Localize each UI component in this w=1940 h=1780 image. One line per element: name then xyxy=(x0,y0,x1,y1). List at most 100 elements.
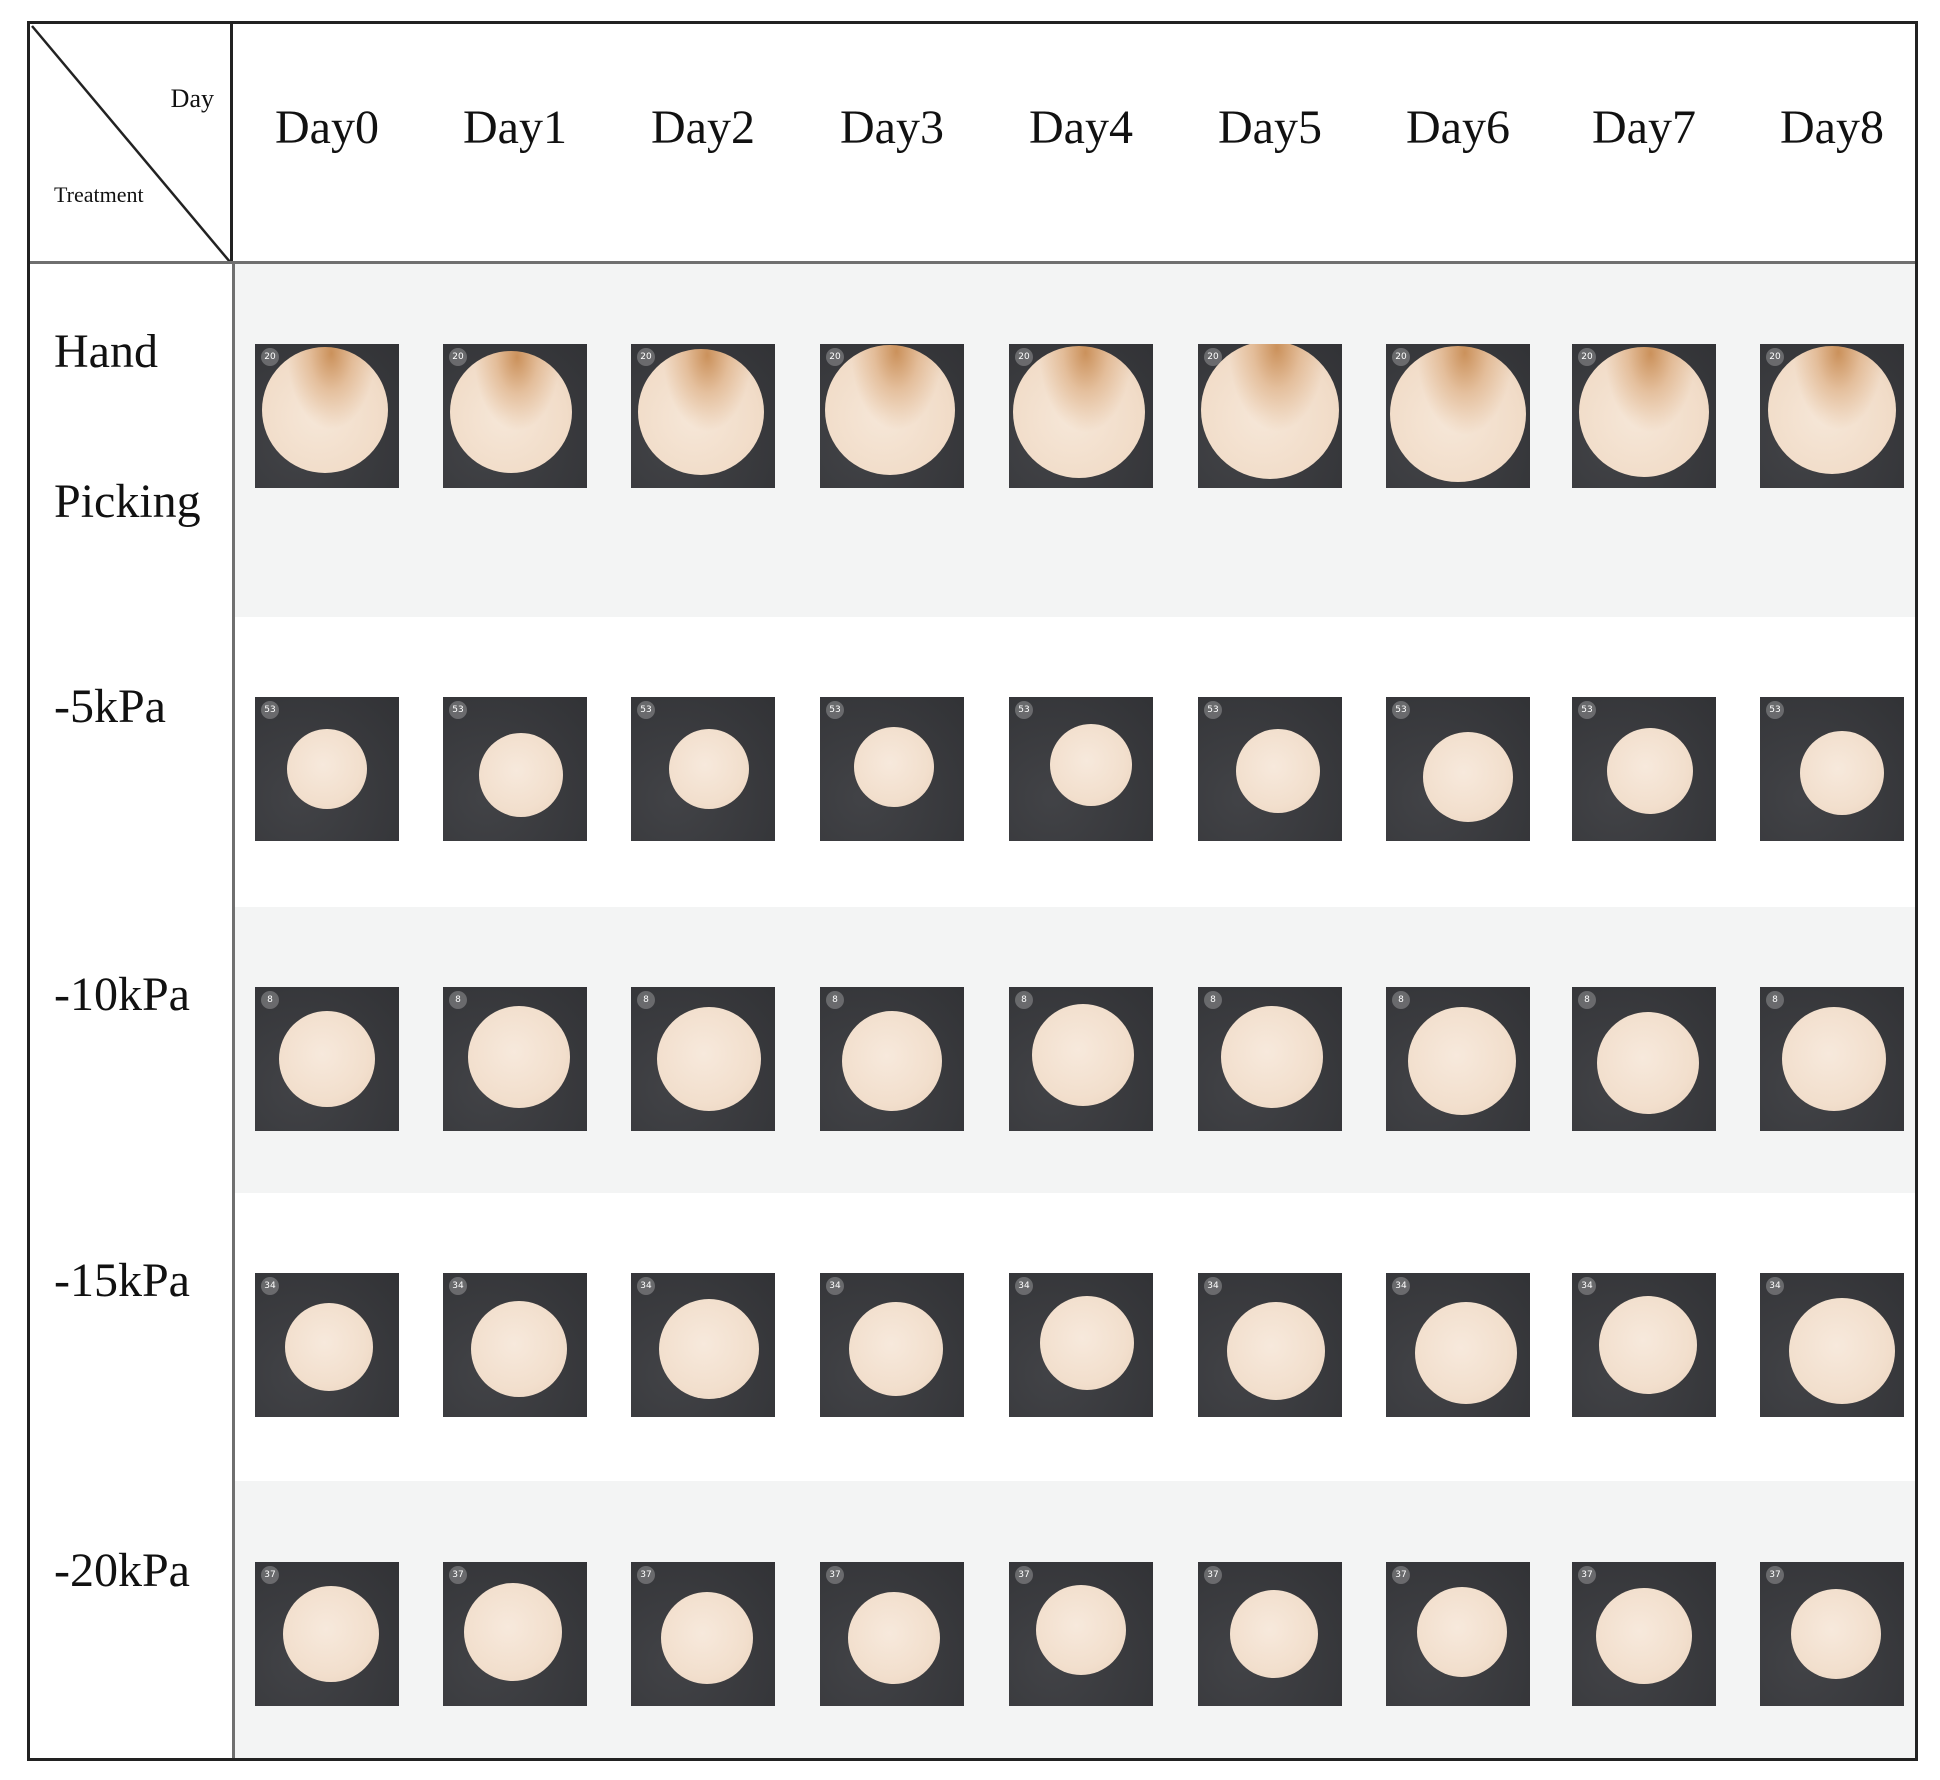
sample-photo: 34 xyxy=(1198,1273,1342,1417)
sample-number-tag: 34 xyxy=(261,1277,279,1295)
sample-number-tag: 37 xyxy=(1204,1566,1222,1584)
header-row: Day Treatment Day0 Day1 Day2 Day3 Day4 Day5 Da… xyxy=(30,24,1915,264)
sample-photo: 20 xyxy=(1386,344,1530,488)
treatment-row: -15kPa 34 34 34 34 34 34 34 34 34 xyxy=(30,1193,1915,1481)
sample-disc xyxy=(283,1586,379,1682)
sample-number-tag: 34 xyxy=(1766,1277,1784,1295)
day-label-5: Day5 xyxy=(1195,24,1345,264)
sample-number-tag: 20 xyxy=(1392,348,1410,366)
day-label-0: Day0 xyxy=(252,24,402,264)
sample-photo: 8 xyxy=(1198,987,1342,1131)
sample-number-tag: 53 xyxy=(1578,701,1596,719)
day-label-6: Day6 xyxy=(1383,24,1533,264)
sample-photo: 37 xyxy=(820,1562,964,1706)
sample-photo: 34 xyxy=(1386,1273,1530,1417)
sample-photo: 20 xyxy=(1198,344,1342,488)
sample-disc xyxy=(1800,731,1884,815)
sample-number-tag: 37 xyxy=(1578,1566,1596,1584)
sample-number-tag: 34 xyxy=(1015,1277,1033,1295)
sample-photo: 8 xyxy=(820,987,964,1131)
sample-number-tag: 8 xyxy=(261,991,279,1009)
sample-disc xyxy=(1579,347,1709,477)
sample-photo: 20 xyxy=(443,344,587,488)
sample-disc xyxy=(279,1011,375,1107)
sample-disc xyxy=(1607,728,1693,814)
corner-diagonal xyxy=(30,24,230,264)
treatment-row: -5kPa 53 53 53 53 53 53 53 53 53 xyxy=(30,617,1915,907)
sample-photo: 53 xyxy=(1009,697,1153,841)
sample-photo: 20 xyxy=(1009,344,1153,488)
sample-disc xyxy=(471,1301,567,1397)
sample-disc xyxy=(1040,1296,1134,1390)
sample-photo: 8 xyxy=(1009,987,1153,1131)
sample-number-tag: 20 xyxy=(261,348,279,366)
sample-number-tag: 8 xyxy=(637,991,655,1009)
sample-number-tag: 53 xyxy=(826,701,844,719)
sample-number-tag: 34 xyxy=(449,1277,467,1295)
sample-photo: 53 xyxy=(443,697,587,841)
sample-disc xyxy=(1782,1007,1886,1111)
sample-disc xyxy=(1013,346,1145,478)
sample-photo: 8 xyxy=(1572,987,1716,1131)
sample-number-tag: 53 xyxy=(1015,701,1033,719)
sample-photo: 20 xyxy=(1760,344,1904,488)
sample-number-tag: 8 xyxy=(1015,991,1033,1009)
sample-number-tag: 34 xyxy=(1578,1277,1596,1295)
sample-disc xyxy=(479,733,563,817)
sample-disc xyxy=(464,1583,562,1681)
day-label-8: Day8 xyxy=(1757,24,1907,264)
sample-photo: 34 xyxy=(1760,1273,1904,1417)
sample-number-tag: 8 xyxy=(826,991,844,1009)
comparison-figure: Day Treatment Day0 Day1 Day2 Day3 Day4 Day5 Da… xyxy=(27,21,1918,1761)
day-label-7: Day7 xyxy=(1569,24,1719,264)
sample-photo: 37 xyxy=(1386,1562,1530,1706)
corner-cell: Day Treatment xyxy=(30,24,233,264)
sample-photo: 8 xyxy=(443,987,587,1131)
sample-photo: 53 xyxy=(1198,697,1342,841)
sample-number-tag: 53 xyxy=(261,701,279,719)
treatment-label: Hand xyxy=(54,324,158,379)
treatment-label: -10kPa xyxy=(54,967,190,1022)
sample-photo: 53 xyxy=(1572,697,1716,841)
sample-number-tag: 34 xyxy=(637,1277,655,1295)
sample-disc xyxy=(659,1299,759,1399)
sample-number-tag: 53 xyxy=(1766,701,1784,719)
sample-photo: 20 xyxy=(820,344,964,488)
sample-disc xyxy=(1408,1007,1516,1115)
sample-number-tag: 37 xyxy=(826,1566,844,1584)
day-label-2: Day2 xyxy=(628,24,778,264)
sample-photo: 34 xyxy=(820,1273,964,1417)
sample-photo: 8 xyxy=(255,987,399,1131)
sample-number-tag: 34 xyxy=(1392,1277,1410,1295)
day-label-1: Day1 xyxy=(440,24,590,264)
sample-number-tag: 20 xyxy=(826,348,844,366)
sample-photo: 53 xyxy=(1386,697,1530,841)
sample-photo: 8 xyxy=(1386,987,1530,1131)
sample-disc xyxy=(1201,344,1339,479)
sample-photo: 20 xyxy=(255,344,399,488)
sample-number-tag: 53 xyxy=(637,701,655,719)
sample-disc xyxy=(1423,732,1513,822)
treatment-row: -20kPa 37 37 37 37 37 37 37 37 37 xyxy=(30,1481,1915,1758)
sample-disc xyxy=(1791,1589,1881,1679)
sample-photo: 37 xyxy=(1760,1562,1904,1706)
treatment-label: -5kPa xyxy=(54,679,166,734)
sample-number-tag: 8 xyxy=(1578,991,1596,1009)
sample-disc xyxy=(468,1006,570,1108)
sample-number-tag: 20 xyxy=(449,348,467,366)
sample-number-tag: 34 xyxy=(1204,1277,1222,1295)
sample-disc xyxy=(825,345,955,475)
sample-number-tag: 8 xyxy=(1392,991,1410,1009)
sample-disc xyxy=(1417,1587,1507,1677)
treatment-row: -10kPa 8 8 8 8 8 8 8 8 8 xyxy=(30,907,1915,1193)
sample-number-tag: 37 xyxy=(1766,1566,1784,1584)
sample-photo: 34 xyxy=(255,1273,399,1417)
treatment-row: Hand Picking 20 20 20 20 20 20 20 20 20 xyxy=(30,264,1915,617)
sample-photo: 8 xyxy=(631,987,775,1131)
sample-photo: 53 xyxy=(1760,697,1904,841)
sample-photo: 53 xyxy=(631,697,775,841)
sample-disc xyxy=(657,1007,761,1111)
sample-disc xyxy=(450,351,572,473)
sample-number-tag: 20 xyxy=(1766,348,1784,366)
sample-photo: 37 xyxy=(1198,1562,1342,1706)
